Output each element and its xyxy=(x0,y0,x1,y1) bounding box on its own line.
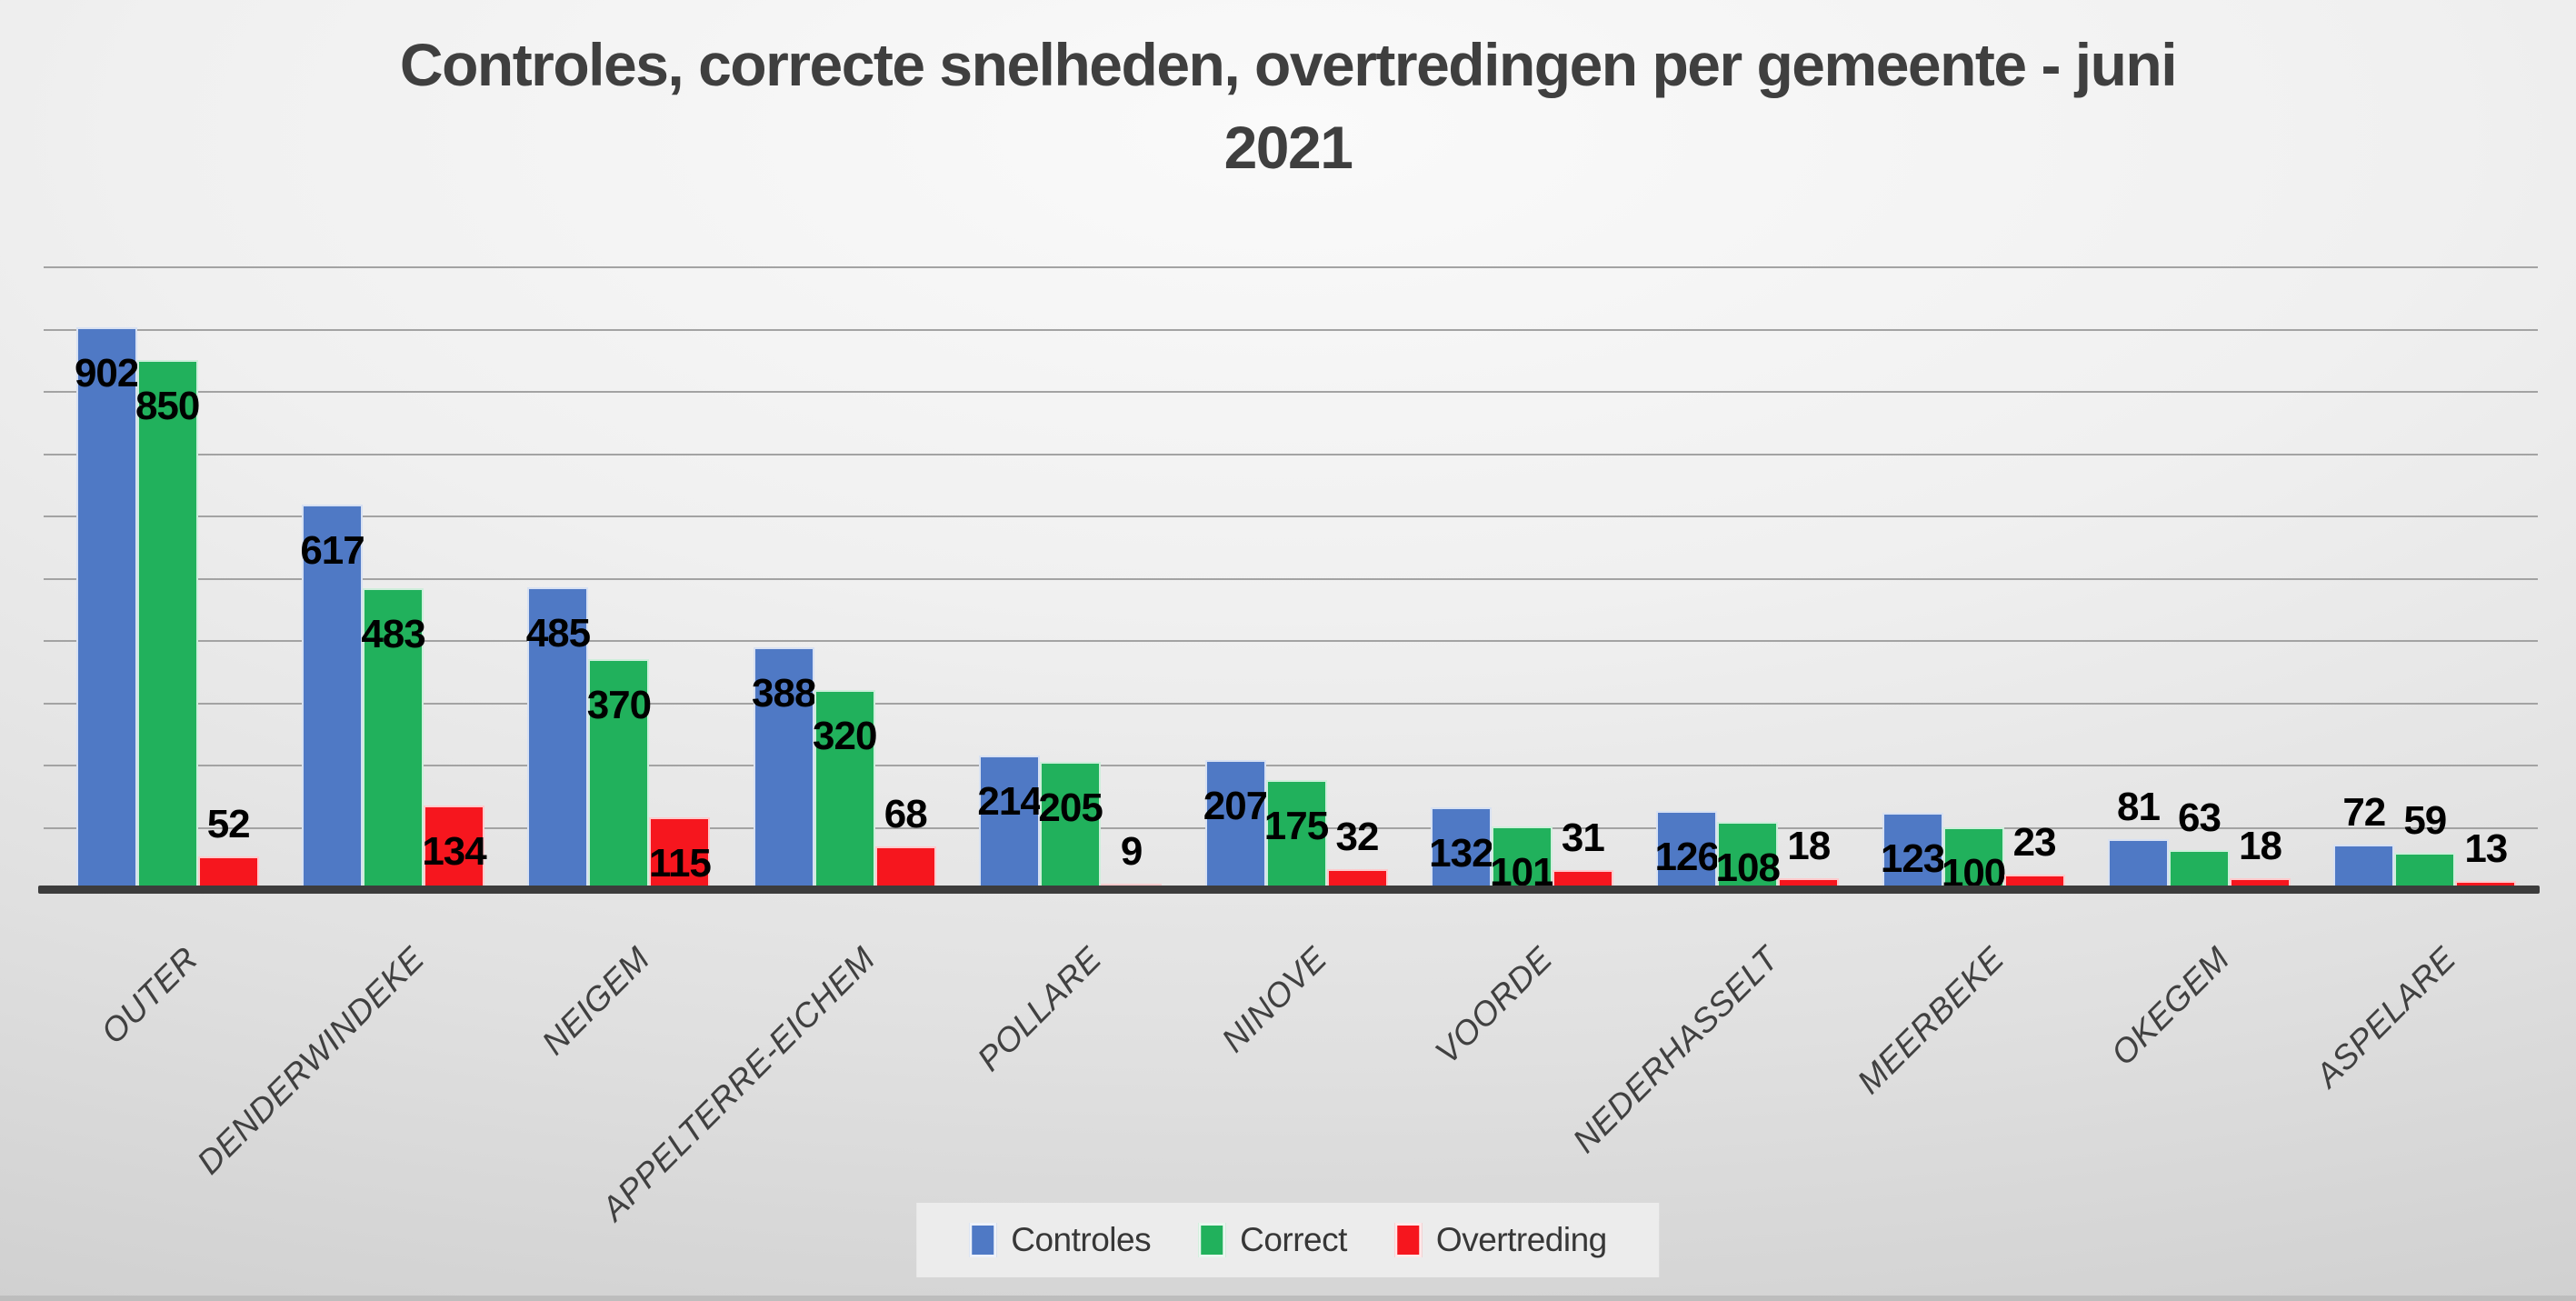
bar-controles-okegem xyxy=(2107,838,2169,889)
bar-controles-ninove xyxy=(1204,760,1266,889)
legend-swatch-correct xyxy=(1198,1223,1226,1257)
value-label-correct-outer: 850 xyxy=(135,383,200,428)
gridline-200 xyxy=(44,765,2538,766)
bar-correct-neigem xyxy=(588,658,650,889)
bar-overtreding-aspelare xyxy=(2455,881,2517,889)
value-label-correct-appelterre-eichem: 320 xyxy=(813,713,877,758)
value-label-correct-pollare: 205 xyxy=(1038,785,1103,830)
value-label-controles-outer: 902 xyxy=(74,351,139,396)
value-label-controles-ninove: 207 xyxy=(1203,784,1268,829)
value-label-controles-pollare: 214 xyxy=(977,779,1042,825)
bar-controles-voorde xyxy=(1430,806,1492,889)
value-label-correct-neigem: 370 xyxy=(586,682,652,727)
gridline-800 xyxy=(44,391,2538,393)
value-label-overtreding-meerbeke: 23 xyxy=(2012,820,2057,866)
bar-controles-aspelare xyxy=(2333,844,2395,889)
chart-title-line2: 2021 xyxy=(1223,114,1353,182)
value-label-overtreding-nederhasselt: 18 xyxy=(1787,823,1831,868)
value-label-controles-denderwindeke: 617 xyxy=(300,528,364,574)
value-label-overtreding-aspelare: 13 xyxy=(2464,826,2508,872)
bar-correct-okegem xyxy=(2168,849,2230,889)
value-label-overtreding-pollare: 9 xyxy=(1120,828,1143,874)
bar-controles-pollare xyxy=(979,756,1041,889)
bar-correct-meerbeke xyxy=(1942,826,2004,889)
bar-overtreding-outer xyxy=(197,856,259,889)
value-label-controles-okegem: 81 xyxy=(2116,784,2161,829)
legend-swatch-overtreding xyxy=(1393,1223,1422,1257)
legend-item-overtreding: Overtreding xyxy=(1393,1221,1607,1259)
bar-overtreding-voorde xyxy=(1552,869,1613,889)
legend-item-correct: Correct xyxy=(1198,1221,1347,1259)
bar-correct-appelterre-eichem xyxy=(814,689,875,889)
gridline-500 xyxy=(44,577,2538,580)
bar-correct-aspelare xyxy=(2394,852,2456,889)
gridline-300 xyxy=(44,702,2538,705)
value-label-controles-meerbeke: 123 xyxy=(1880,836,1945,881)
value-label-controles-nederhasselt: 126 xyxy=(1654,834,1720,879)
gridline-700 xyxy=(44,453,2538,455)
bar-controles-meerbeke xyxy=(1882,812,1943,889)
value-label-overtreding-neigem: 115 xyxy=(648,841,712,886)
bar-overtreding-appelterre-eichem xyxy=(874,846,936,889)
chart-title: Controles, correcte snelheden, overtredi… xyxy=(0,24,2576,189)
bar-correct-denderwindeke xyxy=(363,588,424,889)
value-label-controles-neigem: 485 xyxy=(525,610,591,656)
legend-label-controles: Controles xyxy=(1011,1221,1152,1258)
value-label-correct-nederhasselt: 108 xyxy=(1715,846,1781,891)
bar-controles-appelterre-eichem xyxy=(753,647,814,889)
value-label-correct-okegem: 63 xyxy=(2177,795,2222,840)
value-label-overtreding-voorde: 31 xyxy=(1561,815,1605,860)
bar-correct-outer xyxy=(136,359,198,889)
value-label-overtreding-denderwindeke: 134 xyxy=(422,829,486,875)
value-label-overtreding-okegem: 18 xyxy=(2238,823,2282,868)
value-label-controles-appelterre-eichem: 388 xyxy=(752,671,816,716)
bar-correct-nederhasselt xyxy=(1717,822,1779,889)
value-label-overtreding-appelterre-eichem: 68 xyxy=(884,792,928,837)
bar-controles-neigem xyxy=(527,586,589,889)
value-label-overtreding-outer: 52 xyxy=(206,802,251,847)
gridline-400 xyxy=(44,640,2538,642)
bar-correct-voorde xyxy=(1491,826,1553,889)
value-label-controles-voorde: 132 xyxy=(1429,830,1493,876)
value-label-correct-ninove: 175 xyxy=(1263,804,1329,849)
bar-controles-nederhasselt xyxy=(1656,810,1718,889)
gridline-900 xyxy=(44,328,2538,331)
legend-label-overtreding: Overtreding xyxy=(1435,1221,1607,1258)
value-label-correct-aspelare: 59 xyxy=(2403,797,2447,843)
bar-controles-denderwindeke xyxy=(302,505,364,889)
gridline-1000 xyxy=(44,266,2538,268)
bar-correct-ninove xyxy=(1265,780,1327,889)
bar-correct-pollare xyxy=(1040,761,1102,889)
category-label-aspelare: ASPELARE xyxy=(2308,939,2463,1095)
legend-swatch-controles xyxy=(969,1223,997,1257)
bar-overtreding-ninove xyxy=(1326,869,1388,889)
x-axis-line xyxy=(38,886,2540,894)
bar-overtreding-denderwindeke xyxy=(424,806,485,889)
gridline-600 xyxy=(44,515,2538,517)
bar-overtreding-neigem xyxy=(649,817,711,889)
chart-legend: Controles Correct Overtreding xyxy=(916,1203,1660,1277)
bar-controles-outer xyxy=(75,327,137,889)
legend-label-correct: Correct xyxy=(1240,1221,1347,1258)
value-label-overtreding-ninove: 32 xyxy=(1335,815,1380,860)
value-label-correct-denderwindeke: 483 xyxy=(361,612,425,657)
legend-item-controles: Controles xyxy=(969,1221,1152,1259)
chart-title-line1: Controles, correcte snelheden, overtredi… xyxy=(399,31,2178,98)
value-label-controles-aspelare: 72 xyxy=(2342,789,2386,835)
